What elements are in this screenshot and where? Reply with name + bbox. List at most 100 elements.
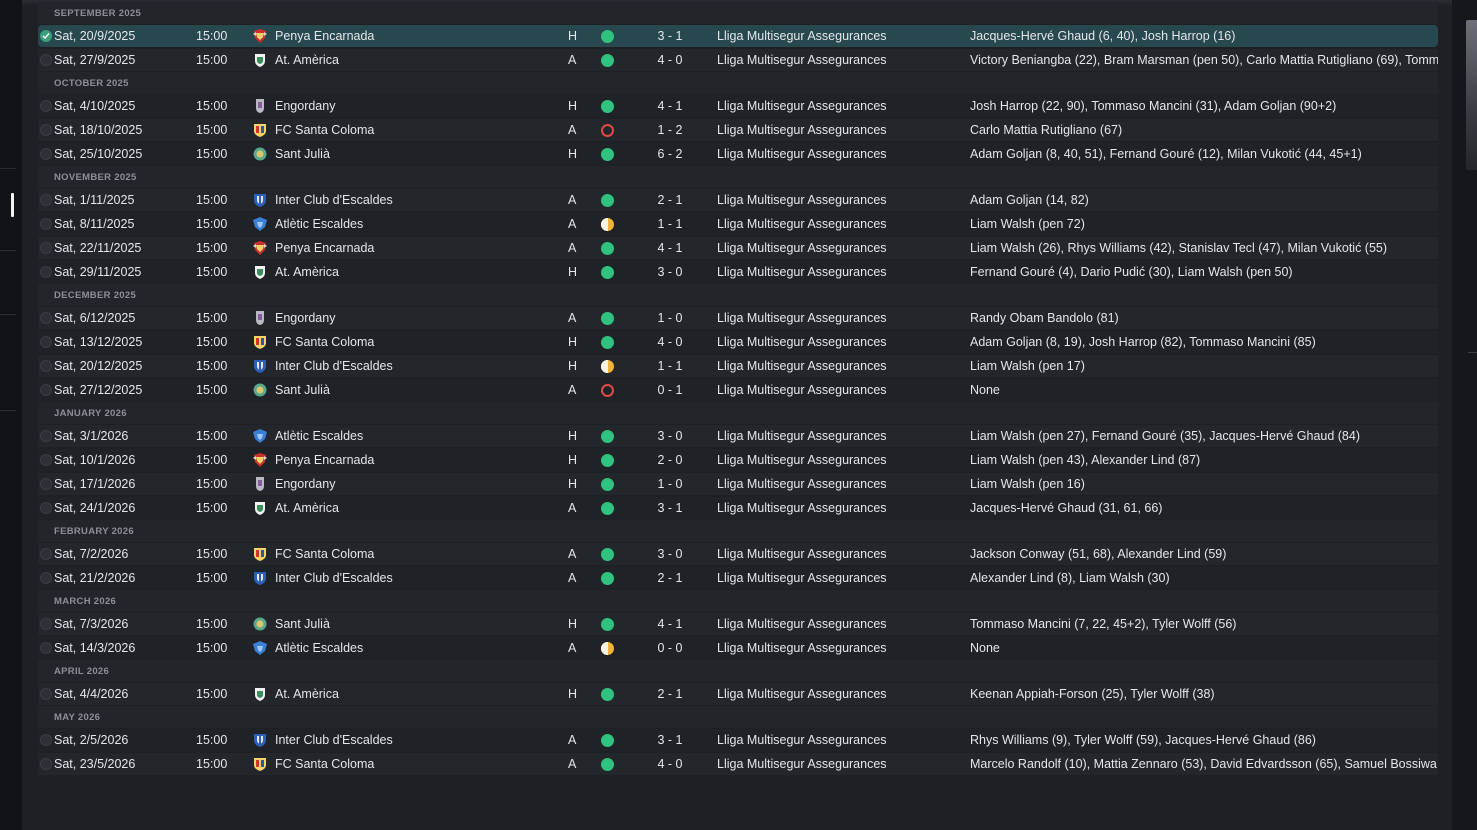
match-score[interactable]: 2 - 1 xyxy=(657,571,683,585)
match-score[interactable]: 4 - 1 xyxy=(657,241,683,255)
fixture-row[interactable]: Sat, 1/11/2025 15:00 Inter Club d'Escaldes… xyxy=(38,189,1438,211)
fixture-row[interactable]: Sat, 4/10/2025 15:00 Engordany H 4 - 1 Lliga … xyxy=(38,95,1438,117)
competition-name[interactable]: Lliga Multisegur Assegurances xyxy=(717,687,887,701)
row-select-checkbox[interactable] xyxy=(40,454,52,466)
opponent-name[interactable]: Inter Club d'Escaldes xyxy=(275,359,393,373)
fixture-row[interactable]: Sat, 27/12/2025 15:00 Sant Julià A 0 - 1 Llig… xyxy=(38,379,1438,401)
row-select-checkbox[interactable] xyxy=(40,148,52,160)
row-select-checkbox[interactable] xyxy=(40,734,52,746)
preview-thumbnail[interactable] xyxy=(1466,20,1477,170)
competition-name[interactable]: Lliga Multisegur Assegurances xyxy=(717,193,887,207)
row-select-checkbox[interactable] xyxy=(40,572,52,584)
match-score[interactable]: 4 - 0 xyxy=(657,757,683,771)
match-score[interactable]: 3 - 0 xyxy=(657,429,683,443)
fixture-row[interactable]: Sat, 8/11/2025 15:00 Atlètic Escaldes A 1 - … xyxy=(38,213,1438,235)
competition-name[interactable]: Lliga Multisegur Assegurances xyxy=(717,53,887,67)
row-select-checkbox[interactable] xyxy=(40,430,52,442)
competition-name[interactable]: Lliga Multisegur Assegurances xyxy=(717,733,887,747)
match-score[interactable]: 4 - 1 xyxy=(657,617,683,631)
competition-name[interactable]: Lliga Multisegur Assegurances xyxy=(717,429,887,443)
fixture-row[interactable]: Sat, 2/5/2026 15:00 Inter Club d'Escaldes A… xyxy=(38,729,1438,751)
row-select-checkbox[interactable] xyxy=(40,266,52,278)
row-select-checkbox[interactable] xyxy=(40,218,52,230)
match-score[interactable]: 2 - 0 xyxy=(657,453,683,467)
row-select-checkbox[interactable] xyxy=(40,336,52,348)
fixture-row[interactable]: Sat, 17/1/2026 15:00 Engordany H 1 - 0 Lliga … xyxy=(38,473,1438,495)
match-score[interactable]: 3 - 0 xyxy=(657,547,683,561)
fixture-row[interactable]: Sat, 10/1/2026 15:00 Penya Encarnada H 2 - 0… xyxy=(38,449,1438,471)
opponent-name[interactable]: Atlètic Escaldes xyxy=(275,641,364,655)
opponent-name[interactable]: FC Santa Coloma xyxy=(275,335,375,349)
row-select-checkbox[interactable] xyxy=(40,312,52,324)
opponent-name[interactable]: Penya Encarnada xyxy=(275,29,375,43)
opponent-name[interactable]: Penya Encarnada xyxy=(275,241,375,255)
opponent-name[interactable]: Engordany xyxy=(275,311,336,325)
opponent-name[interactable]: At. Amèrica xyxy=(275,53,339,67)
row-select-checkbox[interactable] xyxy=(40,618,52,630)
row-select-checkbox[interactable] xyxy=(40,30,52,42)
competition-name[interactable]: Lliga Multisegur Assegurances xyxy=(717,311,887,325)
competition-name[interactable]: Lliga Multisegur Assegurances xyxy=(717,757,887,771)
opponent-name[interactable]: Sant Julià xyxy=(275,383,330,397)
opponent-name[interactable]: Sant Julià xyxy=(275,617,330,631)
fixture-row[interactable]: Sat, 6/12/2025 15:00 Engordany A 1 - 0 Lliga … xyxy=(38,307,1438,329)
opponent-name[interactable]: Atlètic Escaldes xyxy=(275,217,364,231)
row-select-checkbox[interactable] xyxy=(40,548,52,560)
fixture-row[interactable]: Sat, 20/9/2025 15:00 Penya Encarnada H 3 - 1… xyxy=(38,25,1438,47)
fixture-row[interactable]: Sat, 23/5/2026 15:00 FC Santa Coloma A 4 - 0… xyxy=(38,753,1438,775)
competition-name[interactable]: Lliga Multisegur Assegurances xyxy=(717,335,887,349)
fixture-row[interactable]: Sat, 21/2/2026 15:00 Inter Club d'Escaldes… xyxy=(38,567,1438,589)
opponent-name[interactable]: At. Amèrica xyxy=(275,265,339,279)
competition-name[interactable]: Lliga Multisegur Assegurances xyxy=(717,641,887,655)
competition-name[interactable]: Lliga Multisegur Assegurances xyxy=(717,217,887,231)
opponent-name[interactable]: Inter Club d'Escaldes xyxy=(275,193,393,207)
fixture-row[interactable]: Sat, 20/12/2025 15:00 Inter Club d'Escalde… xyxy=(38,355,1438,377)
competition-name[interactable]: Lliga Multisegur Assegurances xyxy=(717,501,887,515)
opponent-name[interactable]: FC Santa Coloma xyxy=(275,757,375,771)
fixture-row[interactable]: Sat, 25/10/2025 15:00 Sant Julià H 6 - 2 Llig… xyxy=(38,143,1438,165)
opponent-name[interactable]: FC Santa Coloma xyxy=(275,547,375,561)
row-select-checkbox[interactable] xyxy=(40,124,52,136)
fixture-row[interactable]: Sat, 7/3/2026 15:00 Sant Julià H 4 - 1 Lliga … xyxy=(38,613,1438,635)
match-score[interactable]: 1 - 0 xyxy=(657,477,683,491)
opponent-name[interactable]: Inter Club d'Escaldes xyxy=(275,571,393,585)
competition-name[interactable]: Lliga Multisegur Assegurances xyxy=(717,29,887,43)
match-score[interactable]: 0 - 1 xyxy=(657,383,683,397)
fixture-row[interactable]: Sat, 24/1/2026 15:00 At. Amèrica A 3 - 1 Llig… xyxy=(38,497,1438,519)
fixture-row[interactable]: Sat, 7/2/2026 15:00 FC Santa Coloma A 3 - 0 L… xyxy=(38,543,1438,565)
row-select-checkbox[interactable] xyxy=(40,54,52,66)
row-select-checkbox[interactable] xyxy=(40,502,52,514)
opponent-name[interactable]: Penya Encarnada xyxy=(275,453,375,467)
fixture-row[interactable]: Sat, 14/3/2026 15:00 Atlètic Escaldes A 0 - … xyxy=(38,637,1438,659)
match-score[interactable]: 3 - 1 xyxy=(657,733,683,747)
competition-name[interactable]: Lliga Multisegur Assegurances xyxy=(717,359,887,373)
competition-name[interactable]: Lliga Multisegur Assegurances xyxy=(717,547,887,561)
match-score[interactable]: 1 - 2 xyxy=(657,123,683,137)
fixture-row[interactable]: Sat, 4/4/2026 15:00 At. Amèrica H 2 - 1 Lliga… xyxy=(38,683,1438,705)
match-score[interactable]: 1 - 1 xyxy=(657,217,683,231)
match-score[interactable]: 3 - 0 xyxy=(657,265,683,279)
row-select-checkbox[interactable] xyxy=(40,100,52,112)
competition-name[interactable]: Lliga Multisegur Assegurances xyxy=(717,241,887,255)
fixture-row[interactable]: Sat, 29/11/2025 15:00 At. Amèrica H 3 - 0 Lli… xyxy=(38,261,1438,283)
fixture-row[interactable]: Sat, 18/10/2025 15:00 FC Santa Coloma A 1 - … xyxy=(38,119,1438,141)
opponent-name[interactable]: Engordany xyxy=(275,477,336,491)
competition-name[interactable]: Lliga Multisegur Assegurances xyxy=(717,383,887,397)
opponent-name[interactable]: At. Amèrica xyxy=(275,501,339,515)
match-score[interactable]: 4 - 1 xyxy=(657,99,683,113)
competition-name[interactable]: Lliga Multisegur Assegurances xyxy=(717,617,887,631)
match-score[interactable]: 1 - 0 xyxy=(657,311,683,325)
match-score[interactable]: 3 - 1 xyxy=(657,501,683,515)
row-select-checkbox[interactable] xyxy=(40,194,52,206)
row-select-checkbox[interactable] xyxy=(40,384,52,396)
competition-name[interactable]: Lliga Multisegur Assegurances xyxy=(717,147,887,161)
fixture-row[interactable]: Sat, 3/1/2026 15:00 Atlètic Escaldes H 3 - 0… xyxy=(38,425,1438,447)
fixture-row[interactable]: Sat, 27/9/2025 15:00 At. Amèrica A 4 - 0 Llig… xyxy=(38,49,1438,71)
fixture-row[interactable]: Sat, 13/12/2025 15:00 FC Santa Coloma H 4 - … xyxy=(38,331,1438,353)
match-score[interactable]: 6 - 2 xyxy=(657,147,683,161)
row-select-checkbox[interactable] xyxy=(40,360,52,372)
match-score[interactable]: 2 - 1 xyxy=(657,687,683,701)
competition-name[interactable]: Lliga Multisegur Assegurances xyxy=(717,123,887,137)
opponent-name[interactable]: FC Santa Coloma xyxy=(275,123,375,137)
competition-name[interactable]: Lliga Multisegur Assegurances xyxy=(717,571,887,585)
